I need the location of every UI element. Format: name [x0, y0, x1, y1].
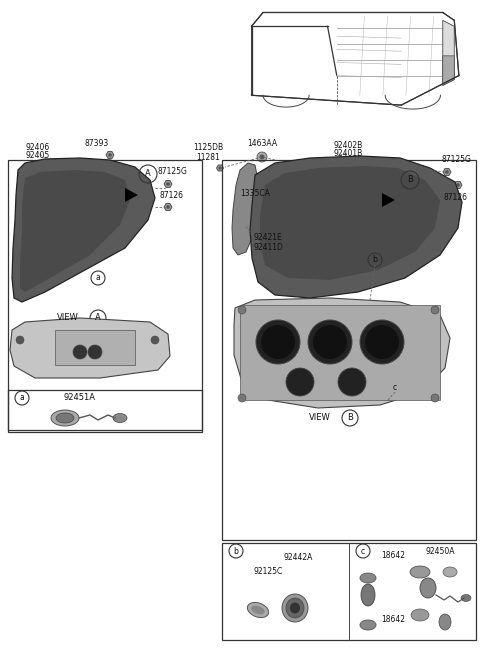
Text: 18642: 18642: [381, 616, 405, 625]
Polygon shape: [234, 298, 450, 408]
Text: 92442A: 92442A: [283, 553, 312, 562]
Ellipse shape: [410, 566, 430, 578]
Text: 18642: 18642: [381, 551, 405, 560]
Bar: [240, 305, 440, 400]
Polygon shape: [20, 170, 130, 292]
Text: 92421E: 92421E: [253, 233, 282, 242]
Bar: [55, 330, 135, 365]
Text: b: b: [234, 547, 239, 556]
Text: VIEW: VIEW: [57, 313, 79, 323]
Polygon shape: [216, 165, 224, 171]
Circle shape: [73, 345, 87, 359]
Text: 1335CA: 1335CA: [240, 189, 270, 198]
Ellipse shape: [247, 602, 269, 618]
Text: 87125G: 87125G: [441, 156, 471, 164]
Ellipse shape: [360, 620, 376, 630]
Text: 92125C: 92125C: [253, 568, 283, 576]
Ellipse shape: [51, 410, 79, 426]
Text: 92406: 92406: [26, 143, 50, 152]
Circle shape: [256, 320, 300, 364]
Text: B: B: [407, 175, 413, 185]
Circle shape: [308, 320, 352, 364]
Polygon shape: [260, 166, 440, 280]
Text: 92405: 92405: [26, 152, 50, 160]
Ellipse shape: [439, 614, 451, 630]
Ellipse shape: [113, 413, 127, 422]
Text: b: b: [372, 256, 377, 265]
Circle shape: [88, 345, 102, 359]
Bar: [222, 160, 476, 540]
Ellipse shape: [360, 573, 376, 583]
Circle shape: [166, 182, 170, 186]
Circle shape: [286, 368, 314, 396]
Text: 92450A: 92450A: [425, 547, 455, 556]
Ellipse shape: [286, 598, 304, 618]
Text: VIEW: VIEW: [309, 413, 331, 422]
Text: 87393: 87393: [85, 139, 109, 148]
Ellipse shape: [461, 595, 471, 602]
Polygon shape: [10, 318, 170, 378]
Ellipse shape: [361, 584, 375, 606]
Circle shape: [365, 325, 399, 359]
Circle shape: [218, 166, 222, 170]
Ellipse shape: [443, 567, 457, 577]
Polygon shape: [443, 20, 454, 85]
Ellipse shape: [282, 594, 308, 622]
Bar: [222, 543, 476, 640]
Text: 92401B: 92401B: [334, 150, 362, 158]
Circle shape: [456, 183, 460, 187]
Text: 1125DB: 1125DB: [193, 143, 223, 152]
Ellipse shape: [411, 609, 429, 621]
Polygon shape: [164, 204, 172, 210]
Bar: [8, 160, 202, 430]
Circle shape: [313, 325, 347, 359]
Polygon shape: [232, 163, 258, 255]
Text: 87126: 87126: [160, 191, 184, 200]
Text: a: a: [96, 273, 100, 283]
Circle shape: [261, 325, 295, 359]
Ellipse shape: [252, 606, 264, 614]
Circle shape: [338, 368, 366, 396]
Circle shape: [445, 170, 449, 174]
Bar: [8, 390, 202, 432]
Polygon shape: [250, 156, 462, 298]
Text: 92451A: 92451A: [64, 394, 96, 403]
Polygon shape: [443, 56, 454, 85]
Text: 87125G: 87125G: [157, 168, 187, 177]
Text: A: A: [95, 313, 101, 323]
Circle shape: [16, 336, 24, 344]
Ellipse shape: [56, 413, 74, 423]
Ellipse shape: [420, 578, 436, 598]
Text: 11281: 11281: [196, 152, 220, 162]
Circle shape: [360, 320, 404, 364]
Polygon shape: [106, 152, 114, 158]
Text: 1463AA: 1463AA: [247, 139, 277, 148]
Circle shape: [257, 152, 267, 162]
Polygon shape: [12, 158, 155, 302]
Text: c: c: [393, 384, 397, 392]
Text: c: c: [361, 547, 365, 556]
Text: A: A: [145, 170, 151, 179]
Polygon shape: [454, 181, 462, 189]
Polygon shape: [125, 188, 138, 202]
Circle shape: [260, 154, 264, 160]
Circle shape: [431, 306, 439, 314]
Text: 92402B: 92402B: [334, 141, 362, 150]
Circle shape: [431, 394, 439, 402]
Ellipse shape: [290, 602, 300, 614]
Circle shape: [166, 205, 170, 209]
Text: a: a: [20, 394, 24, 403]
Circle shape: [238, 394, 246, 402]
Text: 87126: 87126: [444, 193, 468, 202]
Text: B: B: [347, 413, 353, 422]
Circle shape: [108, 153, 112, 157]
Polygon shape: [164, 181, 172, 187]
Polygon shape: [443, 169, 451, 175]
Polygon shape: [382, 193, 395, 207]
Circle shape: [151, 336, 159, 344]
Text: 92411D: 92411D: [253, 244, 283, 252]
Circle shape: [238, 306, 246, 314]
